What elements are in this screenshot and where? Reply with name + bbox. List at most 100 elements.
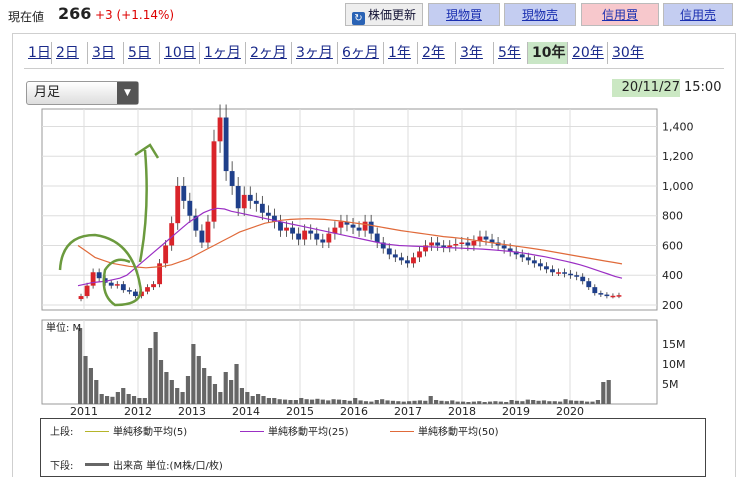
margin-buy-button[interactable]: 信用買 <box>581 3 659 26</box>
volume-tick-label: 10M <box>662 358 686 371</box>
volume-bar <box>574 400 579 404</box>
y-tick-label: 200 <box>662 299 683 312</box>
candle-body <box>592 287 598 294</box>
candle-body <box>78 296 84 300</box>
volume-bar <box>256 394 261 404</box>
price-plot-frame <box>41 108 658 311</box>
tab-11[interactable]: 2年 <box>418 42 456 64</box>
candle-body <box>205 221 211 243</box>
chart-date: 20/11/27 <box>612 79 680 97</box>
candle-body <box>169 223 175 246</box>
volume-bar <box>78 328 83 404</box>
tab-12[interactable]: 3年 <box>456 42 494 64</box>
volume-bar <box>563 399 568 404</box>
volume-bar <box>509 400 514 404</box>
candle-body <box>477 236 483 242</box>
volume-bar <box>239 388 245 404</box>
volume-bar <box>407 401 412 404</box>
tab-1[interactable]: 1日 <box>24 42 52 64</box>
tab-6[interactable]: 1ヶ月 <box>200 42 246 64</box>
tab-2[interactable]: 2日 <box>52 42 88 64</box>
tab-13[interactable]: 5年 <box>494 42 528 64</box>
volume-bar <box>207 376 212 404</box>
current-price-label: 現在値 <box>8 10 45 24</box>
volume-bar <box>369 401 374 404</box>
tab-divider <box>24 68 724 69</box>
candle-body <box>429 242 435 246</box>
candle-body <box>586 281 592 288</box>
x-tick-label: 2020 <box>556 405 584 418</box>
candle-body <box>235 185 241 209</box>
candle-body <box>435 242 441 246</box>
volume-bar <box>266 398 271 404</box>
tab-16[interactable]: 30年 <box>612 45 644 61</box>
volume-bar <box>450 400 455 404</box>
candle-body <box>344 221 350 225</box>
candle-body <box>362 221 368 231</box>
volume-bar <box>477 401 482 404</box>
tab-8[interactable]: 3ヶ月 <box>292 42 338 64</box>
tab-7[interactable]: 2ヶ月 <box>246 42 292 64</box>
x-tick-label: 2016 <box>340 405 368 418</box>
volume-bar <box>487 401 493 404</box>
candle-body <box>513 251 519 255</box>
volume-bar <box>380 399 385 404</box>
candle-body <box>114 284 120 286</box>
volume-bar <box>115 392 120 404</box>
candle-body <box>544 266 549 270</box>
volume-bar <box>374 400 379 404</box>
margin-sell-button[interactable]: 信用売 <box>663 3 733 26</box>
volume-bar <box>169 380 174 404</box>
volume-bar <box>336 399 342 404</box>
candle-body <box>531 260 537 264</box>
candle-body <box>483 236 489 240</box>
legend-sma5: 単純移動平均(5) <box>81 423 187 438</box>
candle-body <box>108 282 114 286</box>
volume-bar <box>229 380 234 404</box>
legend-sma50: 単純移動平均(50) <box>386 423 499 438</box>
cash-sell-button[interactable]: 現物売 <box>504 3 576 26</box>
tab-4[interactable]: 5日 <box>124 42 160 64</box>
candle-body <box>568 273 574 276</box>
candle-body <box>441 245 447 247</box>
candle-body <box>90 272 96 286</box>
volume-bar <box>121 388 126 404</box>
volume-bar <box>444 401 449 404</box>
candle-body <box>411 257 416 264</box>
refresh-price-button[interactable]: ↻ 株価更新 <box>345 3 423 26</box>
tab-9[interactable]: 6ヶ月 <box>338 42 384 64</box>
tab-5[interactable]: 10日 <box>160 42 200 64</box>
volume-bar <box>153 332 158 404</box>
volume-bar <box>142 398 147 404</box>
volume-bar <box>520 401 525 404</box>
volume-bar <box>396 401 401 404</box>
candle-body <box>519 254 525 258</box>
period-tabs: 1日 2日 3日 5日 10日 1ヶ月 2ヶ月 3ヶ月 6ヶ月 1年 2年 3年 5年 10年 20年 30年 <box>24 42 648 64</box>
tab-10[interactable]: 1年 <box>384 42 418 64</box>
volume-bar <box>455 401 460 404</box>
volume-bar <box>223 372 228 404</box>
volume-bar <box>536 400 541 404</box>
volume-bar <box>202 368 207 404</box>
tab-15[interactable]: 20年 <box>568 42 608 64</box>
volume-bar <box>261 396 266 404</box>
volume-tick-label: 5M <box>662 378 679 391</box>
tab-14[interactable]: 10年 <box>528 42 568 64</box>
tab-3[interactable]: 3日 <box>88 42 124 64</box>
candle-body <box>193 215 199 231</box>
volume-bar <box>299 398 304 404</box>
volume-bar <box>460 401 466 404</box>
candle-body <box>574 275 580 277</box>
candle-body <box>507 248 513 252</box>
candle-body <box>598 293 604 295</box>
volume-bar <box>439 400 444 404</box>
cash-buy-button[interactable]: 現物買 <box>428 3 500 26</box>
volume-bar <box>304 399 309 404</box>
candle-period-select[interactable]: 月足 ▼ <box>26 81 139 105</box>
volume-bar <box>196 356 201 404</box>
volume-bar <box>137 398 142 404</box>
y-tick-label: 800 <box>662 210 683 223</box>
x-tick-label: 2012 <box>124 405 152 418</box>
volume-bar <box>175 388 180 404</box>
current-price-value: 266 <box>58 4 92 23</box>
